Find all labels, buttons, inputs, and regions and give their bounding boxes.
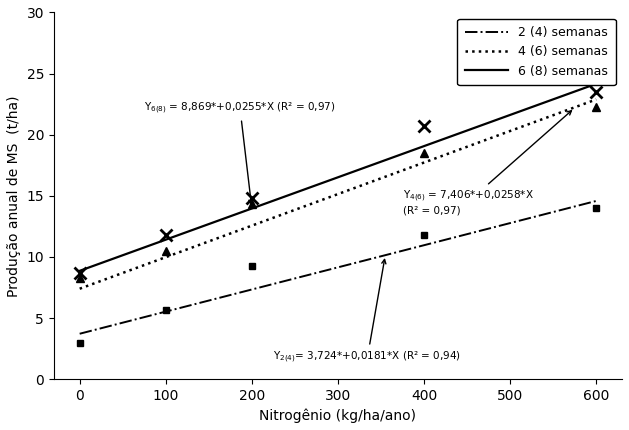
Text: $\mathregular{Y_{2(4)}}$= 3,724*+0,0181*X (R² = 0,94): $\mathregular{Y_{2(4)}}$= 3,724*+0,0181*… bbox=[274, 259, 462, 365]
Text: $\mathregular{Y_{4(6)}}$ = 7,406*+0,0258*X
(R² = 0,97): $\mathregular{Y_{4(6)}}$ = 7,406*+0,0258… bbox=[403, 111, 572, 215]
Legend: 2 (4) semanas, 4 (6) semanas, 6 (8) semanas: 2 (4) semanas, 4 (6) semanas, 6 (8) sema… bbox=[457, 18, 616, 85]
Y-axis label: Produção anual de MS  (t/ha): Produção anual de MS (t/ha) bbox=[7, 95, 21, 297]
X-axis label: Nitrogênio (kg/ha/ano): Nitrogênio (kg/ha/ano) bbox=[259, 408, 416, 423]
Text: $\mathregular{Y_{6(8)}}$ = 8,869*+0,0255*X (R² = 0,97): $\mathregular{Y_{6(8)}}$ = 8,869*+0,0255… bbox=[144, 100, 336, 204]
